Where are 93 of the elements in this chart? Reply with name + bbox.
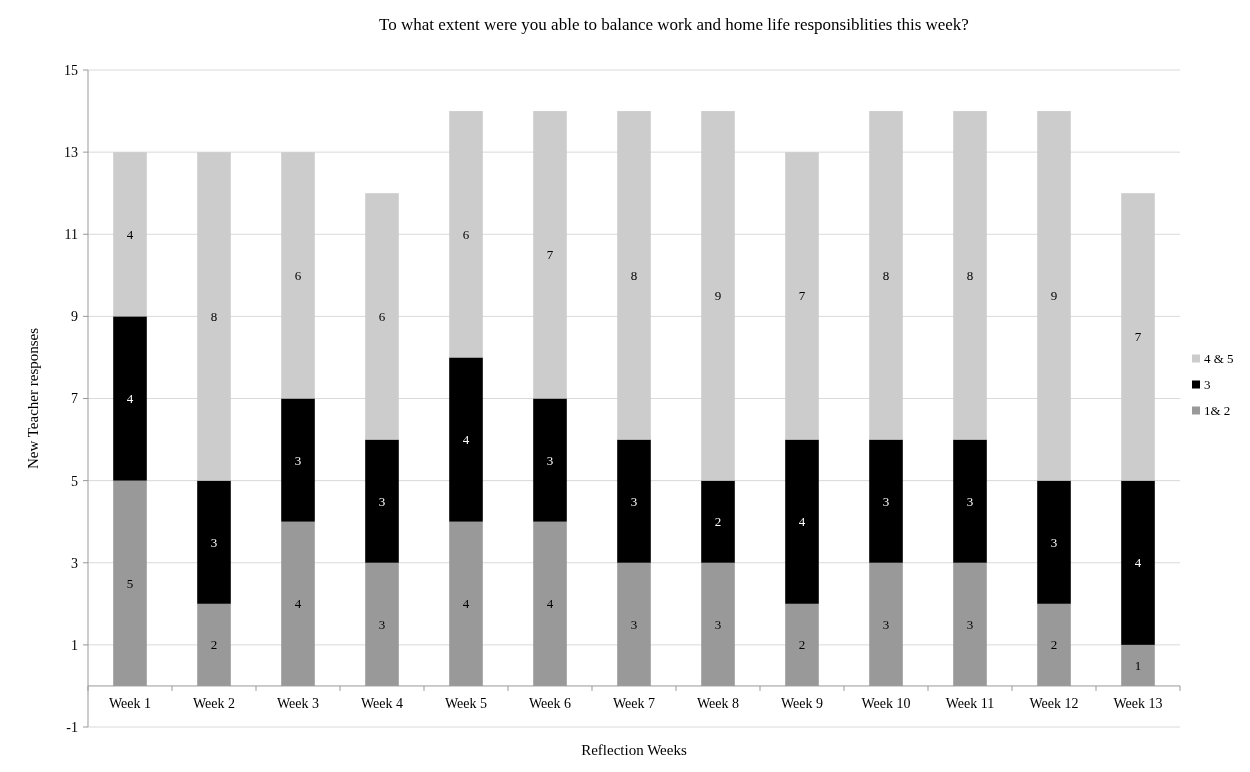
data-label: 2 [714, 514, 722, 530]
data-label: 9 [1050, 288, 1058, 304]
bar [701, 480, 735, 563]
data-label: 3 [630, 493, 638, 509]
data-label: 3 [378, 493, 386, 509]
y-tick-label: 3 [71, 555, 78, 571]
y-tick-label: -1 [66, 719, 78, 735]
bar [869, 111, 903, 440]
data-label: 3 [1050, 534, 1058, 550]
bar [197, 152, 231, 481]
bar [113, 316, 147, 481]
bar [785, 152, 819, 440]
x-tick-label: Week 8 [696, 695, 740, 711]
x-tick-label: Week 10 [861, 695, 911, 711]
data-label: 7 [1134, 329, 1142, 345]
bar [617, 439, 651, 563]
x-tick-label: Week 9 [780, 695, 824, 711]
x-tick-label: Week 5 [444, 695, 488, 711]
data-label: 4 [126, 226, 134, 242]
legend-label: 4 & 5 [1204, 351, 1234, 367]
data-label: 3 [966, 493, 974, 509]
data-label: 8 [630, 267, 638, 283]
bar [701, 111, 735, 481]
y-tick-label: 15 [64, 62, 78, 78]
data-label: 2 [798, 637, 806, 653]
y-tick-label: 7 [71, 391, 78, 407]
data-label: 2 [210, 637, 218, 653]
data-label: 3 [966, 616, 974, 632]
y-tick-label: 13 [64, 145, 78, 161]
x-tick-label: Week 12 [1029, 695, 1079, 711]
data-label: 3 [714, 616, 722, 632]
data-label: 1 [1134, 657, 1142, 673]
data-label: 8 [966, 267, 974, 283]
x-tick-label: Week 1 [108, 695, 152, 711]
bar [197, 480, 231, 604]
data-label: 3 [630, 616, 638, 632]
legend-label: 3 [1204, 377, 1211, 393]
data-label: 4 [798, 514, 806, 530]
data-label: 3 [378, 616, 386, 632]
bar [449, 111, 483, 358]
bar [1121, 480, 1155, 645]
data-label: 7 [546, 247, 554, 263]
bar [113, 152, 147, 317]
x-axis-title: Reflection Weeks [581, 742, 687, 758]
bar [365, 439, 399, 563]
data-label: 3 [210, 534, 218, 550]
data-label: 4 [294, 596, 302, 612]
data-label: 4 [126, 391, 134, 407]
data-label: 9 [714, 288, 722, 304]
y-tick-label: 5 [71, 473, 78, 489]
y-tick-label: 11 [64, 227, 78, 243]
x-tick-label: Week 6 [528, 695, 572, 711]
x-tick-label: Week 2 [192, 695, 236, 711]
bar [281, 152, 315, 399]
data-label: 6 [294, 267, 302, 283]
data-label: 5 [126, 575, 134, 591]
data-label: 2 [1050, 637, 1058, 653]
bar [365, 193, 399, 440]
bar [1121, 193, 1155, 481]
x-tick-label: Week 4 [360, 695, 404, 711]
legend-label: 1& 2 [1204, 403, 1231, 419]
bar [1037, 480, 1071, 604]
bar [281, 398, 315, 522]
chart-title: To what extent were you able to balance work and home life responsiblities this week? [379, 15, 969, 34]
bar [953, 439, 987, 563]
y-tick-label: 1 [71, 637, 78, 653]
x-tick-label: Week 3 [276, 695, 320, 711]
data-label: 4 [462, 432, 470, 448]
data-label: 3 [882, 616, 890, 632]
data-label: 7 [798, 288, 806, 304]
data-label: 8 [210, 308, 218, 324]
data-label: 8 [882, 267, 890, 283]
bar [869, 439, 903, 563]
data-label: 4 [462, 596, 470, 612]
bar [533, 111, 567, 399]
data-label: 3 [546, 452, 554, 468]
bar [953, 111, 987, 440]
x-tick-label: Week 11 [945, 695, 995, 711]
bar [533, 398, 567, 522]
data-label: 6 [378, 308, 386, 324]
x-tick-label: Week 13 [1113, 695, 1163, 711]
y-tick-label: 9 [71, 309, 78, 325]
x-tick-label: Week 7 [612, 695, 656, 711]
data-label: 4 [546, 596, 554, 612]
data-label: 6 [462, 226, 470, 242]
bar [1037, 111, 1071, 481]
data-label: 3 [882, 493, 890, 509]
data-label: 3 [294, 452, 302, 468]
bar [617, 111, 651, 440]
y-axis-title: New Teacher responses [25, 327, 41, 470]
bar [449, 357, 483, 522]
bar [785, 439, 819, 604]
data-label: 4 [1134, 555, 1142, 571]
